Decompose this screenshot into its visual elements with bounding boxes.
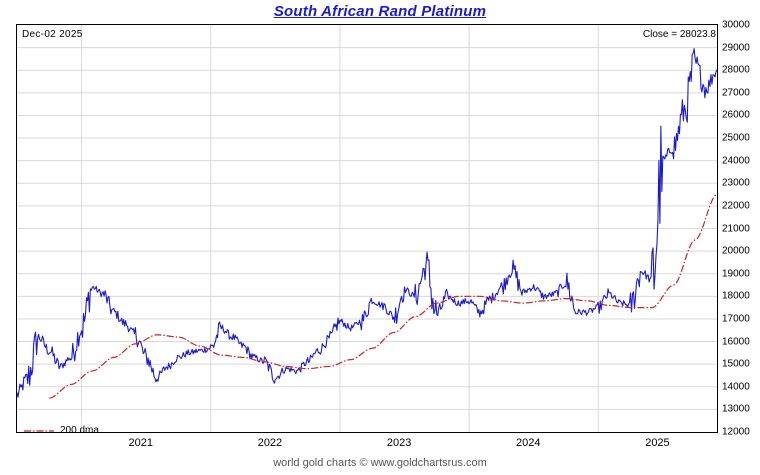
grid-layer [17,25,717,432]
x-axis-tick: 2021 [128,437,154,449]
dma-legend-swatch [24,429,54,432]
y-axis-tick: 25000 [722,132,750,144]
y-axis-tick: 18000 [722,290,750,302]
y-axis-tick: 14000 [722,381,750,393]
y-axis-tick: 24000 [722,155,750,167]
y-axis-tick: 22000 [722,200,750,212]
y-axis-tick: 26000 [722,109,750,121]
y-axis-tick: 15000 [722,358,750,370]
y-axis-tick: 21000 [722,223,750,234]
y-axis-tick: 20000 [722,245,750,257]
y-axis-tick: 16000 [722,336,750,348]
y-axis-tick: 28000 [722,64,750,76]
x-axis-tick: 2022 [257,437,283,449]
date-label: Dec-02 2025 [22,29,83,40]
y-axis-tick: 17000 [722,313,750,325]
x-axis-tick: 2023 [386,437,412,449]
page-title: South African Rand Platinum [273,3,487,20]
y-axis-tick: 19000 [722,268,750,280]
y-axis-tick: 12000 [722,426,750,438]
close-label: Close = 28023.8 [642,29,716,40]
y-axis-tick: 29000 [722,42,750,54]
x-axis-tick: 2024 [516,437,541,449]
series-layer [17,48,717,399]
y-axis-tick: 27000 [722,87,750,99]
x-axis-tick: 2025 [645,437,670,449]
legend: 200 dma [24,425,99,436]
legend-label-dma: 200 dma [60,425,99,436]
y-axis-tick: 13000 [722,403,750,415]
plot-area [16,24,718,433]
y-axis-tick: 30000 [722,19,750,31]
credit-text: world gold charts © www.goldchartsrus.co… [273,457,487,469]
y-axis-tick: 23000 [722,177,750,189]
